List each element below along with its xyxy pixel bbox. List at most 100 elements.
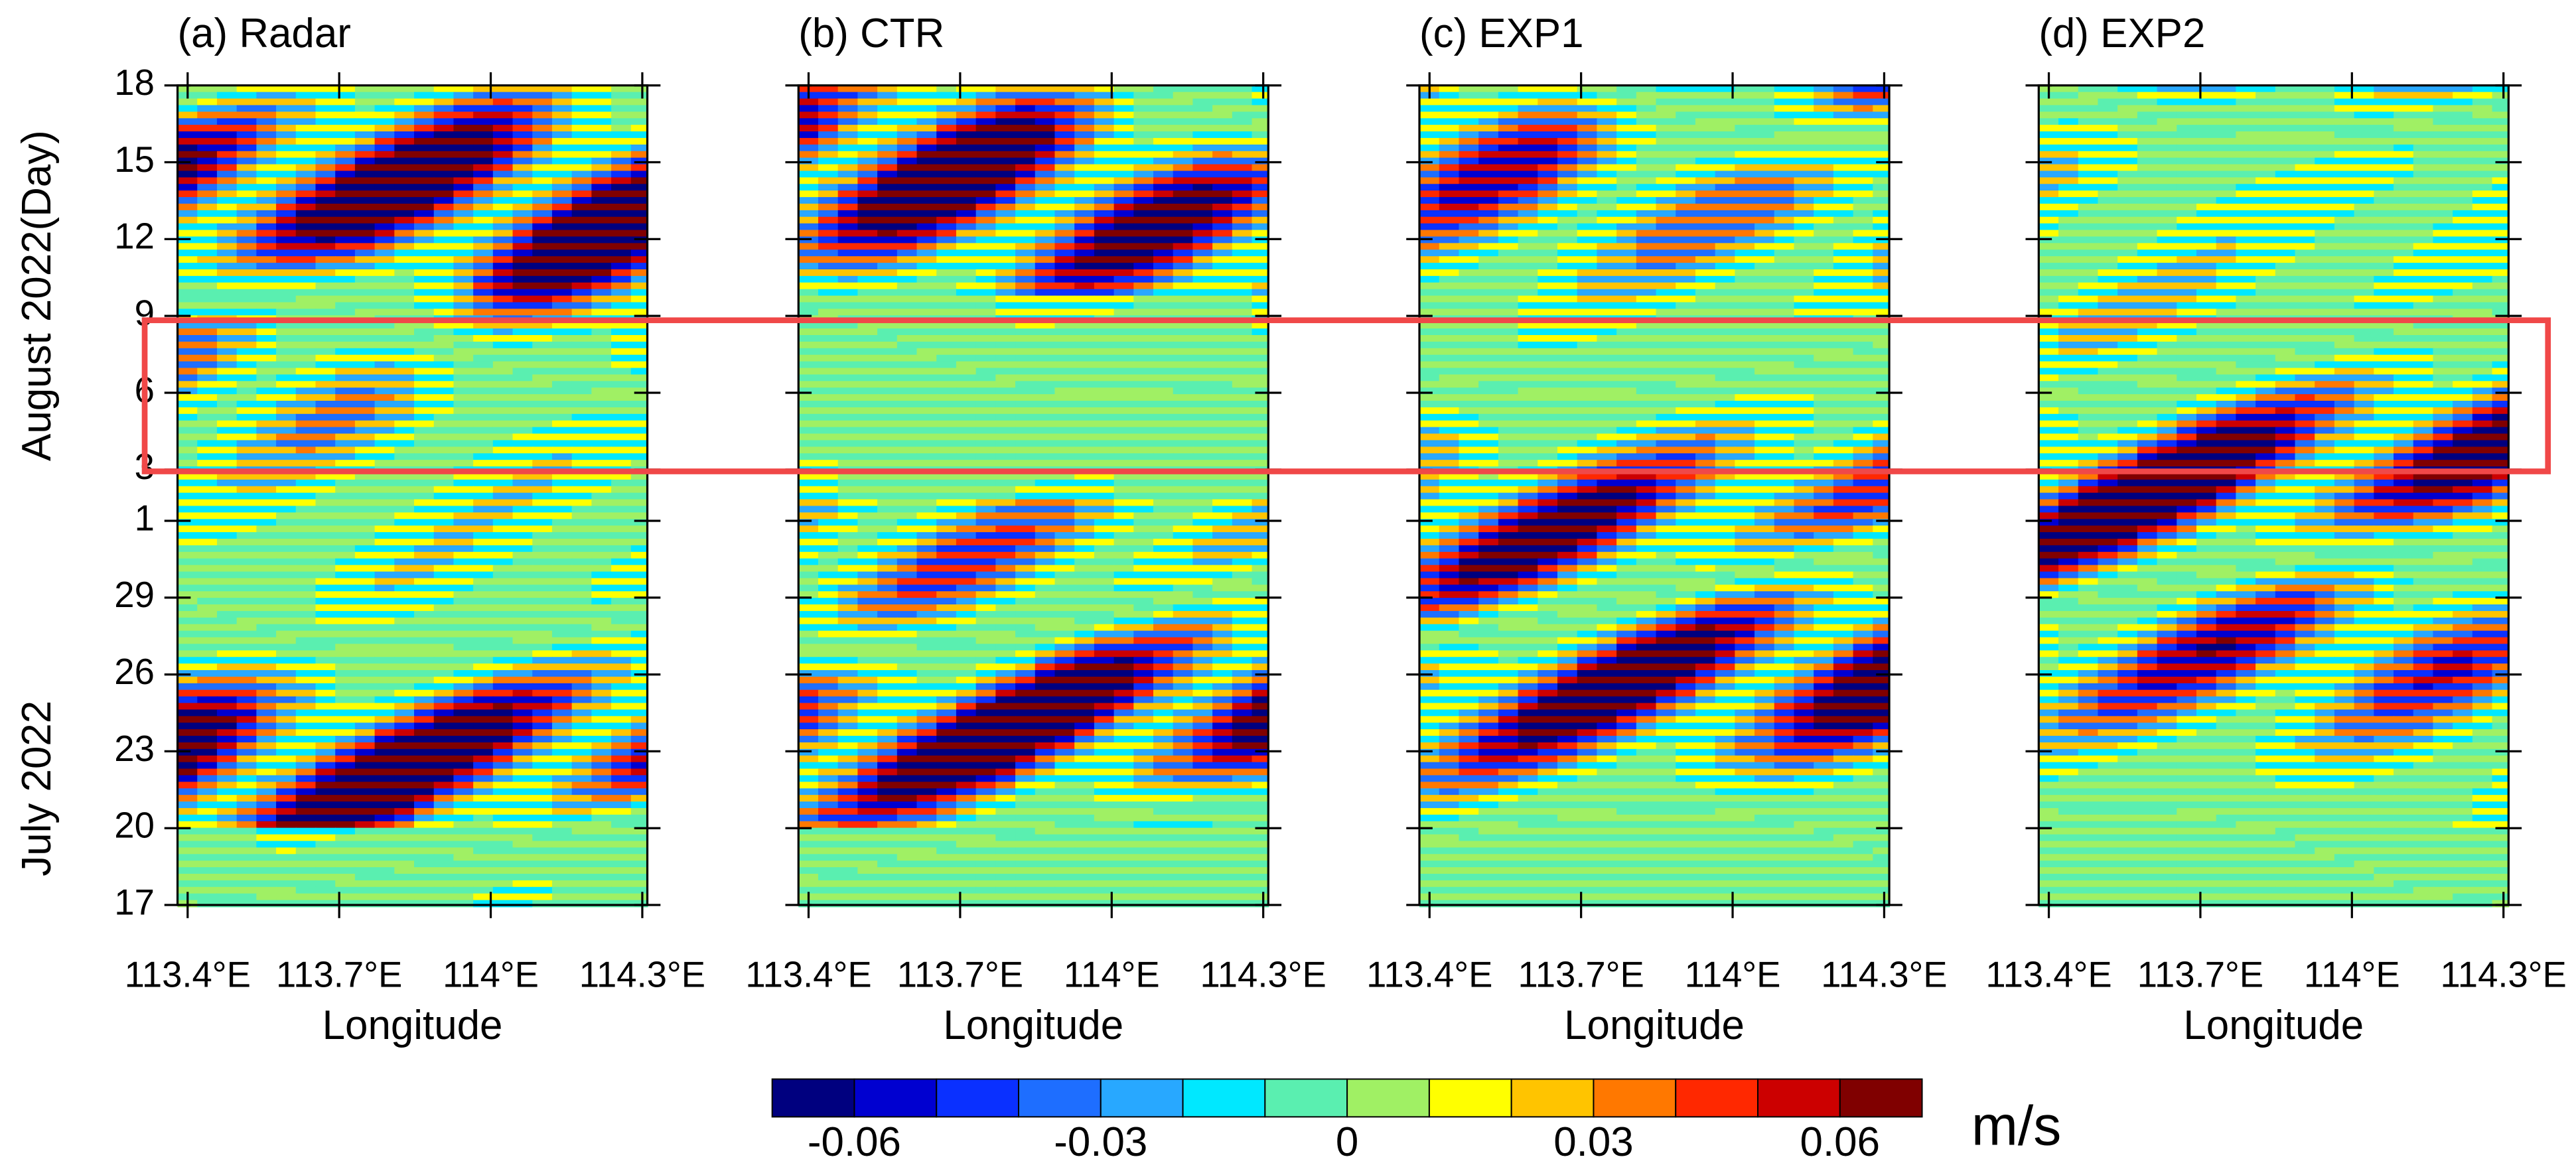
field-cell [236,348,257,356]
field-cell [1212,144,1233,152]
field-cell [532,322,553,330]
field-cell [532,814,553,822]
field-cell [916,598,938,605]
field-cell [1232,328,1253,336]
field-cell [335,328,356,336]
field-cell [394,105,415,113]
field-cell [374,689,395,697]
field-cell [818,230,839,238]
field-cell [256,578,277,586]
field-cell [433,709,455,717]
field-cell [1173,85,1194,93]
field-cell [197,433,218,441]
field-cell [818,591,839,599]
field-cell [315,900,336,908]
field-cell [197,624,218,632]
field-cell [611,125,632,133]
field-cell [1035,610,1056,618]
field-cell [995,545,1017,553]
field-cell [956,190,977,198]
field-cell [532,834,553,842]
field-cell [374,650,395,658]
field-cell [532,354,553,362]
field-cell [512,821,534,829]
field-cell [394,795,415,803]
field-cell [896,427,918,435]
x-axis-label: Longitude [322,1002,503,1048]
field-cell [512,230,534,238]
field-cell [236,624,257,632]
field-cell [1173,585,1194,592]
field-cell [177,499,198,507]
field-cell [256,85,277,93]
field-cell [1094,394,1115,402]
field-cell [975,401,997,408]
field-cell [1074,269,1095,277]
field-cell [276,532,297,539]
field-cell [433,900,455,908]
field-cell [1074,203,1095,211]
field-cell [374,302,395,310]
field-cell [1094,598,1115,605]
field-cell [177,854,198,862]
field-cell [1133,499,1154,507]
field-cell [551,788,573,796]
field-cell [571,886,593,894]
field-cell [591,190,612,198]
field-cell [818,420,839,428]
field-cell [995,413,1017,421]
field-cell [433,676,455,684]
field-cell [571,92,593,100]
field-cell [916,249,938,257]
field-cell [492,847,514,855]
field-cell [916,413,938,421]
field-cell [975,322,997,330]
field-cell [1094,492,1115,500]
field-cell [611,328,632,336]
field-cell [1074,230,1095,238]
field-cell [1015,486,1036,494]
field-cell [857,125,879,133]
field-cell [216,814,238,822]
field-cell [394,177,415,185]
field-cell [1232,171,1253,178]
field-cell [315,689,336,697]
field-cell [1252,118,1269,126]
field-cell [315,624,336,632]
field-cell [1173,545,1194,553]
field-cell [798,598,819,605]
field-cell [374,249,395,257]
field-cell [551,157,573,165]
field-cell [551,282,573,290]
field-cell [1133,486,1154,494]
field-cell [256,171,277,178]
field-cell [256,696,277,704]
field-cell [335,512,356,520]
field-cell [256,736,277,743]
field-cell [956,591,977,599]
field-cell [433,827,455,835]
field-cell [818,512,839,520]
field-cell [315,453,336,461]
field-cell [453,571,474,579]
field-cell [857,236,879,244]
field-cell [818,532,839,539]
field-cell [374,703,395,711]
field-cell [798,210,819,218]
field-cell [591,447,612,454]
field-cell [177,269,198,277]
field-cell [473,479,494,487]
field-cell [1192,144,1214,152]
field-cell [591,328,612,336]
field-cell [1074,85,1095,93]
field-cell [1192,322,1214,330]
field-cell [995,171,1017,178]
field-cell [335,861,356,868]
field-cell [1054,578,1076,586]
field-cell [818,131,839,139]
field-cell [216,624,238,632]
field-cell [236,676,257,684]
field-cell [571,197,593,204]
field-cell [1173,203,1194,211]
field-cell [453,795,474,803]
